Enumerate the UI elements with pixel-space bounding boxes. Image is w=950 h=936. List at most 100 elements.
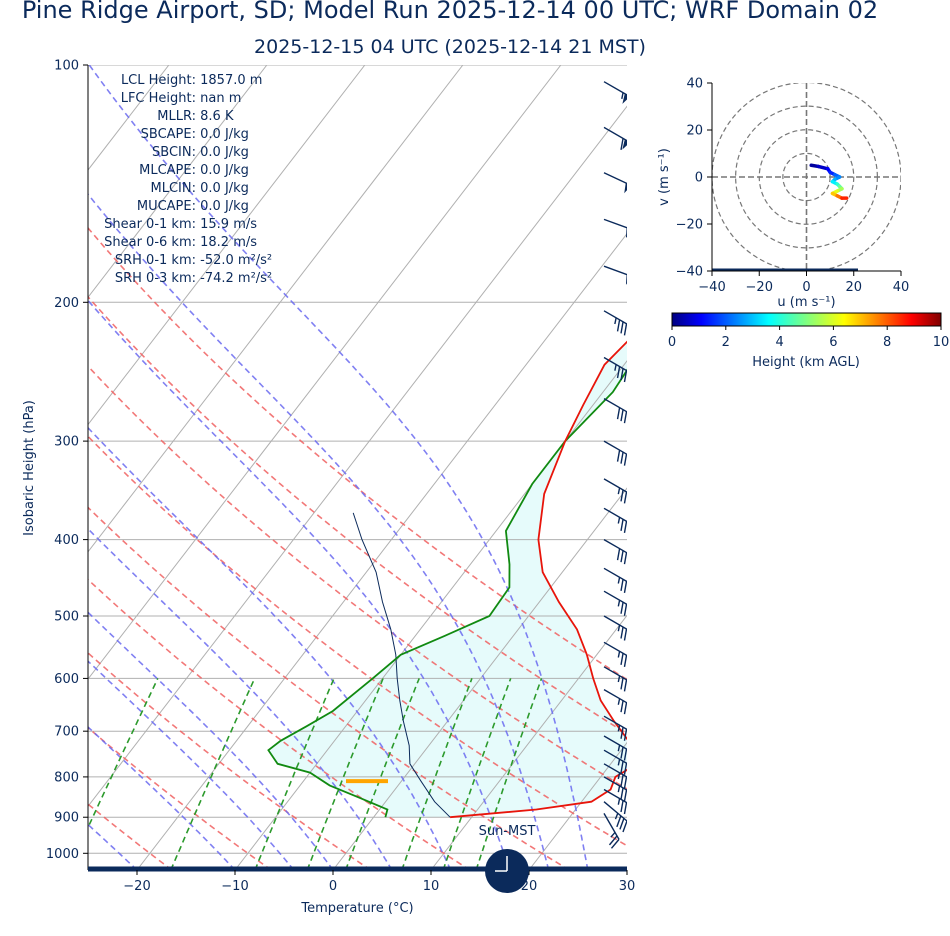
- y-tick-label: 900: [54, 811, 79, 826]
- wind-barb-full: [616, 366, 621, 379]
- stat-label: SRH 0-1 km:: [114, 253, 196, 268]
- stat-value: -52.0 m²/s²: [196, 253, 273, 268]
- wind-barb-half: [617, 624, 621, 632]
- stat-row: SBCIN: 0.0 J/kg: [0, 145, 249, 160]
- wind-barb: [603, 356, 627, 383]
- x-tick-label: 30: [619, 879, 636, 894]
- wind-barb-full: [620, 579, 624, 591]
- dry-adiabat: [88, 295, 627, 735]
- wind-barb-full: [620, 409, 624, 422]
- x-tick-label: −10: [221, 879, 248, 894]
- colorbar-tick-label: 0: [668, 335, 676, 350]
- hodograph-y-tick-label: −40: [676, 265, 703, 280]
- y-axis-label: Isobaric Height (hPa): [22, 400, 37, 536]
- stat-row: LFC Height: nan m: [0, 91, 242, 106]
- hodograph-x-tick-label: −40: [698, 280, 725, 295]
- wind-barb: [603, 507, 627, 533]
- y-tick-label: 700: [54, 725, 79, 740]
- wind-barb-full: [623, 521, 627, 533]
- wind-barb-full: [620, 451, 624, 464]
- moist-adiabat: [88, 426, 452, 870]
- y-tick-label: 500: [54, 609, 79, 624]
- wind-barb-full: [620, 787, 624, 800]
- wind-barb-half: [614, 364, 617, 371]
- colorbar-tick-label: 2: [722, 335, 730, 350]
- y-tick-label: 300: [54, 435, 79, 450]
- wind-barb-full: [623, 729, 627, 741]
- isotherm-line: [332, 487, 627, 870]
- wind-barb-full: [620, 653, 624, 665]
- wind-barb-half: [617, 798, 621, 805]
- wind-barb-staff: [603, 507, 627, 524]
- wind-barb-staff: [603, 478, 627, 495]
- stat-row: MLCAPE: 0.0 J/kg: [0, 163, 249, 178]
- wind-barb-staff: [603, 567, 627, 584]
- mixing-ratio-line: [401, 678, 473, 870]
- wind-barb-staff: [603, 776, 627, 793]
- wind-barb-flag: [624, 182, 627, 194]
- stat-value: 15.9 m/s: [196, 217, 258, 232]
- chart-title: Pine Ridge Airport, SD; Model Run 2025-1…: [21, 0, 879, 24]
- wind-barb-full: [623, 655, 627, 667]
- wind-barb-staff: [603, 397, 627, 415]
- dry-adiabat: [88, 365, 627, 790]
- wind-barb-full: [623, 628, 627, 641]
- wind-barb: [603, 567, 627, 593]
- wind-barb-full: [616, 548, 621, 561]
- wind-barb-half: [617, 675, 621, 683]
- wind-barb-half: [617, 698, 621, 705]
- wind-barb-half: [617, 725, 621, 732]
- hodograph-x-tick-label: 20: [845, 280, 862, 295]
- wind-barb-full: [619, 818, 625, 830]
- moist-adiabat: [88, 611, 334, 870]
- hodograph-y-tick-label: −20: [676, 218, 703, 233]
- wind-barb-half: [617, 600, 621, 607]
- isotherm-line: [88, 65, 562, 680]
- wind-barb-half: [617, 744, 621, 752]
- wind-barb-full: [620, 602, 624, 614]
- wind-barb-full: [620, 519, 624, 531]
- wind-barb-full: [616, 319, 621, 332]
- stat-label: SRH 0-3 km:: [114, 271, 196, 286]
- stat-row: Shear 0-6 km: 18.2 m/s: [0, 235, 257, 250]
- hodograph-y-label: v (m s⁻¹): [657, 148, 672, 206]
- wind-barb-staff: [603, 641, 627, 658]
- stat-label: MLCIN:: [150, 181, 196, 196]
- wind-barb: [603, 81, 627, 104]
- wind-barb-full: [623, 370, 627, 383]
- wind-barb-staff: [603, 715, 627, 732]
- chart-subtitle: 2025-12-15 04 UTC (2025-12-14 21 MST): [254, 36, 646, 58]
- wind-barb: [603, 715, 627, 741]
- isotherm-line: [88, 105, 627, 808]
- stat-value: 0.0 J/kg: [196, 199, 249, 214]
- wind-barb-full: [620, 626, 624, 639]
- dry-adiabat: [88, 803, 173, 870]
- stat-label: MLCAPE:: [139, 163, 196, 178]
- wind-barb-half: [617, 759, 621, 766]
- wind-barb-staff: [603, 440, 627, 457]
- x-tick-label: 10: [423, 879, 440, 894]
- colorbar-tick-label: 6: [829, 335, 837, 350]
- wind-barb-full: [620, 550, 624, 563]
- wind-barb-full: [623, 763, 627, 775]
- colorbar-label: Height (km AGL): [752, 355, 860, 370]
- stat-row: MLCIN: 0.0 J/kg: [0, 181, 249, 196]
- stat-label: SBCAPE:: [140, 127, 196, 142]
- wind-barb-full: [620, 746, 624, 759]
- y-tick-label: 800: [54, 770, 79, 785]
- wind-barb: [603, 440, 627, 466]
- wind-barb-full: [608, 835, 618, 846]
- hodograph-y-tick-label: 40: [686, 77, 703, 92]
- stat-value: 0.0 J/kg: [196, 181, 249, 196]
- dewpoint-line: [267, 368, 627, 818]
- wind-barb-staff: [603, 735, 627, 752]
- mixing-ratio-line: [170, 678, 256, 870]
- wind-barb-staff: [603, 126, 627, 144]
- wind-barb-staff: [603, 801, 627, 822]
- stat-row: MUCAPE: 0.0 J/kg: [0, 199, 249, 214]
- x-tick-label: −20: [123, 879, 150, 894]
- wind-barb-full: [623, 604, 627, 616]
- isotherm-line: [88, 65, 268, 299]
- wind-barb-full: [620, 138, 624, 151]
